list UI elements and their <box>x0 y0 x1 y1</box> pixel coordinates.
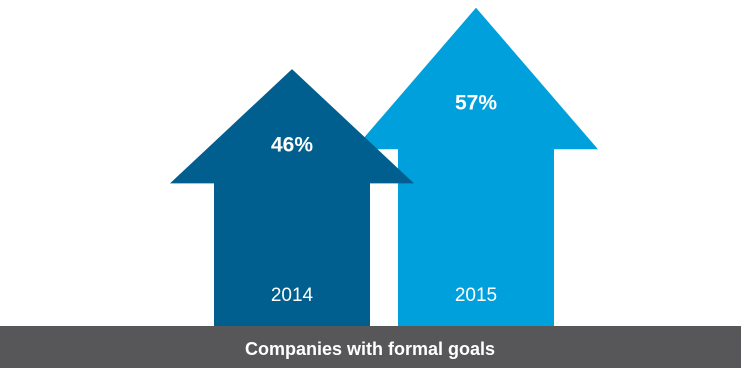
category-label-2014: 2014 <box>271 285 314 306</box>
value-label-2015: 57% <box>455 92 497 115</box>
arrow-bar-2015 <box>354 7 598 326</box>
labels-layer: 46% 2014 57% 2015 <box>271 92 497 306</box>
value-label-2014: 46% <box>271 133 313 156</box>
caption-text: Companies with formal goals <box>245 339 495 359</box>
category-label-2015: 2015 <box>455 285 497 306</box>
caption-bar <box>0 326 741 368</box>
arrow-bar-2014 <box>170 69 414 326</box>
arrows-layer <box>170 7 598 326</box>
